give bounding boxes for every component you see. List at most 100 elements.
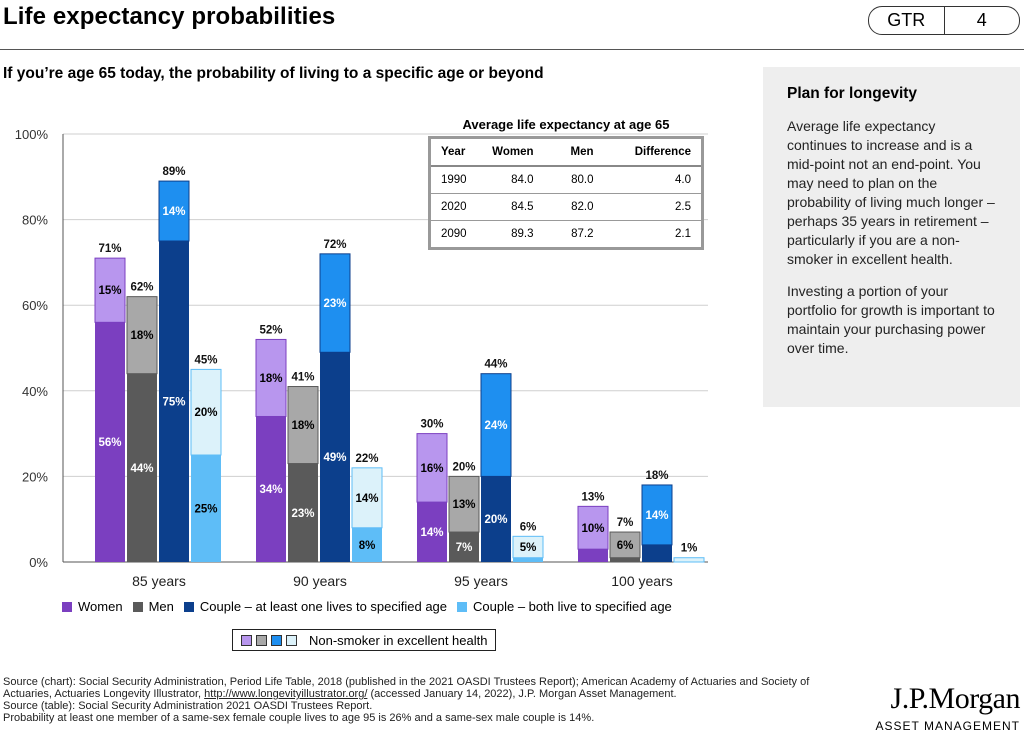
bar-nonsmoker-label: 10% xyxy=(581,523,604,535)
bar-total-label: 13% xyxy=(581,491,604,503)
bar-base-label: 8% xyxy=(359,540,376,552)
bar-base xyxy=(320,352,350,562)
nonsmoker-legend: Non-smoker in excellent health xyxy=(232,629,497,651)
table-header-row: Year Women Men Difference xyxy=(429,137,703,167)
badge-page-number: 4 xyxy=(943,7,1020,34)
y-tick-label: 20% xyxy=(22,469,48,484)
bar-base-label: 20% xyxy=(484,514,507,526)
jpmorgan-logo: J.P.Morgan ASSET MANAGEMENT xyxy=(830,683,1021,734)
bar-nonsmoker xyxy=(448,475,480,533)
page-title: Life expectancy probabilities xyxy=(3,3,336,30)
bar-base xyxy=(449,532,479,562)
bar-nonsmoker xyxy=(641,484,673,546)
bar-base-label: 75% xyxy=(162,397,185,409)
bar-nonsmoker-label: 16% xyxy=(420,463,443,475)
legend-swatch-couple-one xyxy=(183,601,194,612)
chart-subtitle: If you’re age 65 today, the probability … xyxy=(3,65,544,82)
life-expectancy-table: Average life expectancy at age 65 Year W… xyxy=(428,117,704,250)
bar-nonsmoker-label: 13% xyxy=(452,499,475,511)
bar-nonsmoker-label: 14% xyxy=(645,510,668,522)
bar-base-label: 23% xyxy=(291,508,314,520)
bar-nonsmoker-label: 14% xyxy=(355,493,378,505)
badge-label: GTR xyxy=(887,10,926,30)
sidebar-paragraph-1: Average life expectancy continues to inc… xyxy=(787,118,995,267)
bar-base xyxy=(127,373,157,562)
y-tick-label: 0% xyxy=(29,555,48,570)
bar-nonsmoker xyxy=(609,531,641,559)
bar-nonsmoker-label: 23% xyxy=(323,298,346,310)
source-table: Source (table): Social Security Administ… xyxy=(3,700,373,712)
bar-base xyxy=(642,544,672,562)
x-category-label: 95 years xyxy=(454,573,508,589)
x-category-label: 90 years xyxy=(293,573,347,589)
legend-item-women: Women xyxy=(62,599,123,614)
bar-total-label: 41% xyxy=(291,372,314,384)
bar-nonsmoker xyxy=(577,505,609,550)
table-cell: 4.0 xyxy=(599,166,703,194)
table-cell: 2090 xyxy=(441,228,467,240)
bar-base-label: 49% xyxy=(323,452,346,464)
bar-nonsmoker xyxy=(287,386,319,465)
table-cell: 84.5 xyxy=(481,193,540,221)
bar-total-label: 62% xyxy=(130,282,153,294)
bar-base xyxy=(288,463,318,562)
x-category-label: 100 years xyxy=(611,573,672,589)
legend-swatch-couple-both-nonsmoker xyxy=(286,634,297,646)
table-cell: 82.0 xyxy=(539,193,600,221)
source-footnote: Probability at least one member of a sam… xyxy=(3,712,595,724)
legend-swatch-women-nonsmoker xyxy=(241,634,252,646)
legend-label-nonsmoker: Non-smoker in excellent health xyxy=(309,632,488,648)
bar-base-label: 14% xyxy=(420,527,443,539)
table-cell: 2020 xyxy=(429,193,482,221)
table-cell: 80.0 xyxy=(539,166,600,194)
sidebar-paragraph-2: Investing a portion of your portfolio fo… xyxy=(787,283,995,356)
bar-nonsmoker-label: 14% xyxy=(162,206,185,218)
table-cell: 2.5 xyxy=(599,193,703,221)
bar-total-label: 7% xyxy=(617,517,634,529)
source-notes: Source (chart): Social Security Administ… xyxy=(3,676,813,724)
bar-nonsmoker xyxy=(480,373,512,477)
bar-total-label: 20% xyxy=(452,461,475,473)
table-row: 1990 84.0 80.0 4.0 xyxy=(429,166,703,194)
legend-item-couple-one: Couple – at least one lives to specified… xyxy=(183,599,448,614)
table-header-difference: Difference xyxy=(599,137,703,167)
chart-legend: Women Men Couple – at least one lives to… xyxy=(62,599,682,614)
legend-swatch-women xyxy=(62,601,72,612)
bar-base-label: 25% xyxy=(194,504,217,516)
table-title: Average life expectancy at age 65 xyxy=(462,117,670,132)
bar-base-label: 44% xyxy=(130,463,153,475)
table: Year Women Men Difference 1990 84.0 80.0… xyxy=(428,136,704,250)
bar-base xyxy=(417,502,447,562)
bar-total-label: 6% xyxy=(520,521,537,533)
legend-swatch-couple-one-nonsmoker xyxy=(271,634,282,646)
bar-nonsmoker xyxy=(512,535,544,559)
bar-base-label: 34% xyxy=(259,484,282,496)
bar-total-label: 44% xyxy=(484,359,507,371)
y-tick-label: 100% xyxy=(15,127,49,142)
legend-swatch-men-nonsmoker xyxy=(256,634,267,646)
legend-label-couple-one: Couple – at least one lives to specified… xyxy=(199,599,448,614)
table-header-year: Year xyxy=(429,137,482,167)
table-cell: 2.1 xyxy=(675,228,691,240)
bar-base xyxy=(610,557,640,562)
x-category-label: 85 years xyxy=(132,573,186,589)
bar-base xyxy=(256,416,286,562)
bar-total-label: 72% xyxy=(323,239,346,251)
source-chart-text: Source (chart): Social Security Administ… xyxy=(3,676,810,700)
sidebar-title: Plan for longevity xyxy=(787,85,918,102)
sidebar-panel: Plan for longevity Average life expectan… xyxy=(763,67,1020,407)
bar-base xyxy=(95,322,125,562)
y-tick-label: 60% xyxy=(22,298,48,313)
bar-total-label: 1% xyxy=(681,543,698,555)
table-header-women: Women xyxy=(481,137,540,167)
bar-nonsmoker-label: 18% xyxy=(130,330,153,342)
source-link[interactable]: http://www.longevityillustrator.org/ xyxy=(204,688,368,700)
bar-nonsmoker xyxy=(416,433,448,503)
legend-label-men: Men xyxy=(148,599,174,614)
bar-chart: 0% 20% 40% 60% 80% 100% 85 years 56% 15% 71% 44% 18… xyxy=(15,127,708,589)
bar-nonsmoker-label: 15% xyxy=(98,285,121,297)
bar-total-label: 89% xyxy=(162,166,185,178)
bar-base xyxy=(352,527,382,562)
bar-nonsmoker-label: 18% xyxy=(259,373,282,385)
bar-nonsmoker xyxy=(126,296,158,375)
